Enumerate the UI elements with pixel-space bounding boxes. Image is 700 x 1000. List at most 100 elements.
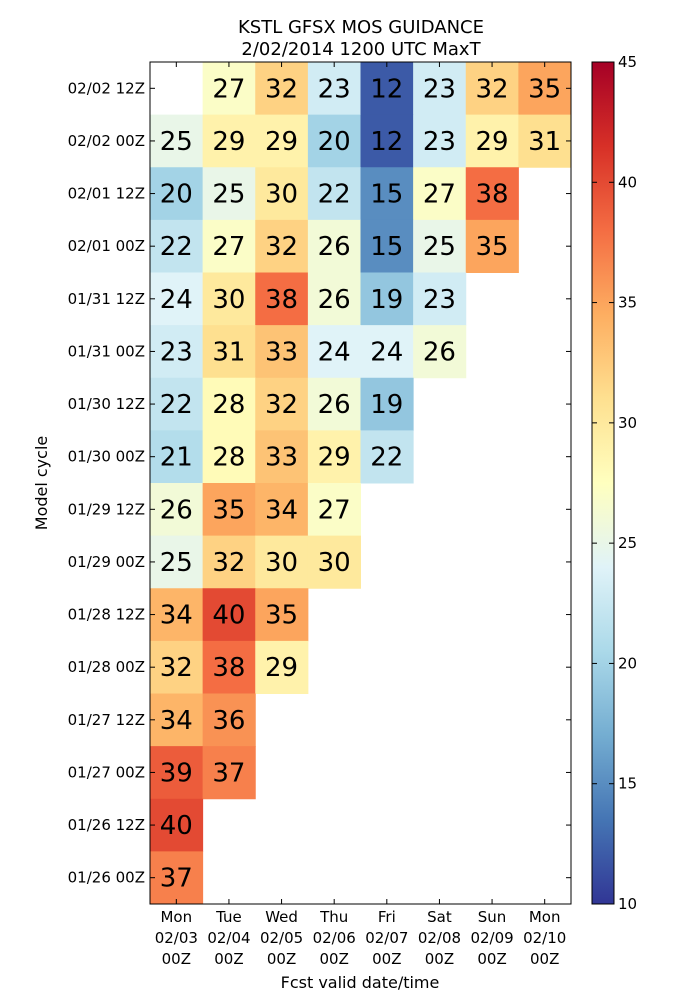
- x-tick-label: 00Z: [477, 950, 506, 968]
- cell-value-label: 25: [212, 180, 245, 210]
- heatmap-cell: [360, 114, 414, 168]
- heatmap-cell: [255, 325, 309, 379]
- heatmap-cell: [150, 483, 204, 537]
- x-tick-label: 02/06: [313, 929, 356, 947]
- cell-value-label: 12: [370, 127, 403, 157]
- colorbar-tick-label: 15: [618, 775, 637, 793]
- colorbar-tick-label: 35: [618, 294, 637, 312]
- cell-value-label: 21: [160, 443, 193, 473]
- x-tick-label: 02/10: [523, 929, 566, 947]
- heatmap-cell: [202, 377, 256, 431]
- heatmap-cell: [150, 535, 204, 589]
- heatmap-cell: [360, 272, 414, 326]
- cell-value-label: 37: [160, 864, 193, 894]
- cell-value-label: 26: [318, 390, 351, 420]
- x-tick-label: Thu: [319, 908, 348, 926]
- cell-value-label: 33: [265, 443, 298, 473]
- heatmap-cell: [202, 62, 256, 116]
- cell-value-label: 20: [160, 180, 193, 210]
- heatmap-cell: [255, 588, 309, 642]
- heatmap-cell: [360, 167, 414, 221]
- cell-value-label: 27: [318, 495, 351, 525]
- cell-value-label: 35: [476, 232, 509, 262]
- cell-value-label: 27: [212, 74, 245, 104]
- cell-value-label: 32: [265, 74, 298, 104]
- y-tick-label: 01/30 12Z: [68, 395, 145, 413]
- heatmap-cell: [255, 640, 309, 694]
- cell-value-label: 31: [212, 337, 245, 367]
- cell-value-label: 25: [423, 232, 456, 262]
- x-tick-label: Sat: [427, 908, 452, 926]
- cell-value-label: 26: [318, 232, 351, 262]
- x-tick-label: Fri: [378, 908, 396, 926]
- y-tick-label: 01/27 12Z: [68, 711, 145, 729]
- axis-ticks: [150, 62, 571, 904]
- heatmap-cell: [202, 640, 256, 694]
- y-tick-label: 02/02 00Z: [68, 132, 145, 150]
- cell-value-label: 30: [265, 548, 298, 578]
- cell-value-label: 27: [212, 232, 245, 262]
- x-tick-label: 02/07: [365, 929, 408, 947]
- heatmap-cell: [307, 377, 361, 431]
- x-tick-label: Mon: [160, 908, 192, 926]
- x-tick-label: 00Z: [214, 950, 243, 968]
- heatmap-cell: [255, 167, 309, 221]
- y-tick-label: 02/01 00Z: [68, 237, 145, 255]
- cell-value-label: 29: [318, 443, 351, 473]
- heatmap-cell: [255, 272, 309, 326]
- cell-value-label: 29: [476, 127, 509, 157]
- y-tick-label: 02/01 12Z: [68, 185, 145, 203]
- x-tick-label: 02/09: [470, 929, 513, 947]
- heatmap-cell: [255, 430, 309, 484]
- cell-value-label: 25: [160, 548, 193, 578]
- heatmap-cell: [465, 167, 519, 221]
- cell-value-label: 26: [423, 337, 456, 367]
- cell-value-label: 12: [370, 74, 403, 104]
- heatmap-cell: [307, 535, 361, 589]
- heatmap-cell: [202, 430, 256, 484]
- cell-value-label: 30: [318, 548, 351, 578]
- cell-value-label: 23: [423, 74, 456, 104]
- colorbar-ticks: 10 15 20 25 30 35 40 45: [592, 53, 637, 913]
- heatmap-cell: [465, 219, 519, 273]
- heatmap-cell: [518, 114, 572, 168]
- cell-value-label: 32: [265, 390, 298, 420]
- y-tick-label: 01/26 12Z: [68, 816, 145, 834]
- cell-value-label: 23: [318, 74, 351, 104]
- heatmap-cell: [255, 483, 309, 537]
- cell-value-label: 40: [212, 601, 245, 631]
- colorbar-tick-label: 20: [618, 654, 637, 672]
- cell-value-label: 35: [212, 495, 245, 525]
- heatmap-cell: [255, 114, 309, 168]
- cell-value-label: 25: [160, 127, 193, 157]
- x-tick-label: 02/08: [418, 929, 461, 947]
- colorbar: [591, 61, 615, 905]
- heatmap-cell: [150, 640, 204, 694]
- heatmap-cell: [518, 62, 572, 116]
- heatmap-cell: [202, 693, 256, 747]
- cell-value-label: 40: [160, 811, 193, 841]
- x-tick-label: 00Z: [320, 950, 349, 968]
- heatmap-cell: [202, 219, 256, 273]
- cell-value-label: 31: [528, 127, 561, 157]
- heatmap-cell: [150, 693, 204, 747]
- y-tick-label: 01/31 00Z: [68, 342, 145, 360]
- heatmap-cell: [202, 483, 256, 537]
- heatmap-cell: [465, 114, 519, 168]
- heatmap-cell: [307, 114, 361, 168]
- heatmap-cell: [360, 325, 414, 379]
- heatmap-cell: [307, 167, 361, 221]
- cell-value-label: 26: [318, 285, 351, 315]
- cell-value-label: 22: [370, 443, 403, 473]
- x-tick-label: 00Z: [530, 950, 559, 968]
- x-tick-label: 02/04: [207, 929, 250, 947]
- x-tick-label: 00Z: [425, 950, 454, 968]
- x-tick-label: 00Z: [267, 950, 296, 968]
- cell-value-label: 19: [370, 285, 403, 315]
- heatmap-cell: [150, 851, 204, 905]
- heatmap-cell: [150, 588, 204, 642]
- cell-value-label: 39: [160, 758, 193, 788]
- colorbar-tick-label: 40: [618, 173, 637, 191]
- y-tick-label: 01/26 00Z: [68, 869, 145, 887]
